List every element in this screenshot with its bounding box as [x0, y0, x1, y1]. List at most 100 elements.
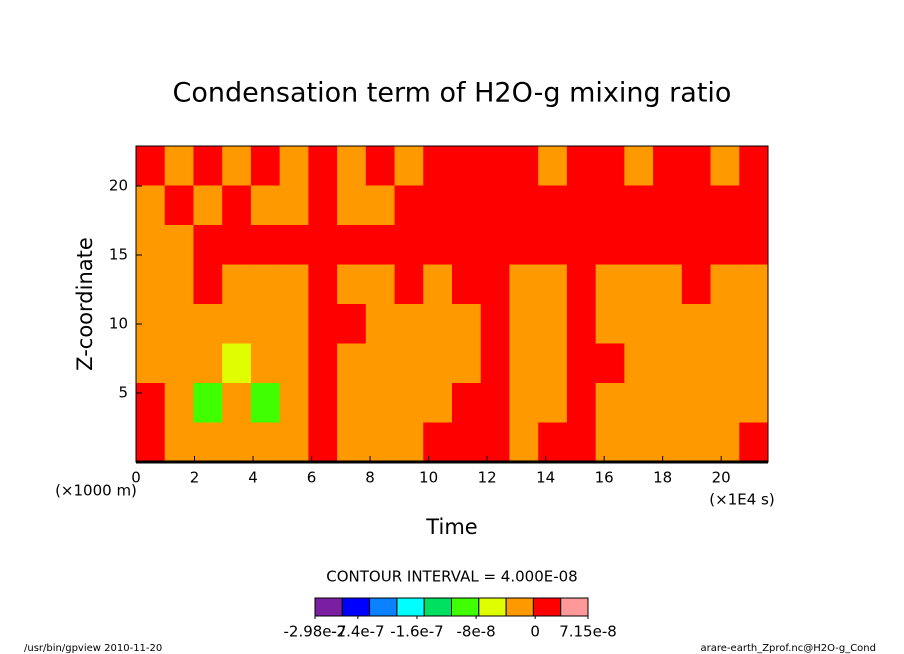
y-tick-label: 10 — [109, 315, 128, 333]
contour-cell — [624, 422, 654, 463]
contour-cell — [337, 225, 367, 265]
contour-cell — [595, 146, 625, 186]
contour-cell — [164, 146, 194, 186]
contour-cell — [365, 383, 396, 423]
contour-cell — [136, 264, 166, 305]
contour-cell — [394, 383, 424, 423]
contour-cell — [509, 343, 539, 384]
contour-cell — [509, 146, 539, 186]
contour-cell — [710, 343, 740, 384]
contour-cell — [279, 264, 309, 305]
contour-cell — [480, 225, 510, 265]
contour-cell — [164, 422, 194, 463]
contour-cell — [739, 264, 769, 305]
contour-cell — [394, 304, 424, 344]
colorbar-box — [369, 597, 398, 617]
contour-cell — [308, 343, 338, 384]
contour-cell — [279, 383, 309, 423]
colorbar-box — [396, 597, 425, 617]
contour-cell — [538, 422, 568, 463]
x-tick-label: 0 — [131, 469, 141, 487]
contour-cell — [423, 304, 453, 344]
contour-cell — [222, 422, 252, 463]
contour-cell — [624, 264, 654, 305]
contour-cell — [222, 225, 252, 265]
contour-cell — [452, 264, 482, 305]
contour-cell — [595, 422, 625, 463]
contour-cell — [452, 185, 482, 226]
contour-cell — [509, 304, 539, 344]
contour-cell — [739, 343, 769, 384]
contour-cell — [566, 304, 597, 344]
contour-cell — [365, 185, 396, 226]
contour-cell — [681, 146, 712, 186]
x-tick-label: 12 — [478, 469, 497, 487]
y-tick-label: 15 — [109, 246, 128, 264]
colorbar-box — [423, 597, 453, 617]
contour-cell — [566, 343, 597, 384]
contour-cell — [365, 264, 396, 305]
contour-cell — [136, 185, 166, 226]
contour-cell — [423, 146, 453, 186]
contour-cell — [624, 343, 654, 384]
x-axis-title: Time — [425, 515, 477, 539]
contour-cell — [337, 304, 367, 344]
colorbar-tick-label: -2.98e-7 — [284, 623, 347, 641]
x-tick-label: 2 — [190, 469, 200, 487]
contour-cell — [681, 422, 712, 463]
contour-cell — [308, 225, 338, 265]
contour-cell — [193, 422, 223, 463]
contour-cell — [193, 383, 223, 423]
contour-cell — [452, 304, 482, 344]
contour-cell — [653, 225, 683, 265]
colorbar-box — [560, 597, 589, 617]
contour-cell — [365, 225, 396, 265]
colorbar-box — [451, 597, 480, 617]
contour-cell — [279, 422, 309, 463]
contour-cell — [308, 146, 338, 186]
contour-cell — [538, 343, 568, 384]
contour-cell — [653, 185, 683, 226]
colorbar-tick-label: -2.4e-7 — [331, 623, 384, 641]
colorbar-box — [478, 597, 507, 617]
contour-cell — [193, 264, 223, 305]
x-tick-label: 6 — [307, 469, 317, 487]
contour-cell — [452, 225, 482, 265]
contour-cell — [681, 383, 712, 423]
contour-cell — [624, 383, 654, 423]
contour-cell — [136, 225, 166, 265]
colorbar-box — [341, 597, 371, 617]
contour-cell — [739, 146, 769, 186]
contour-cell — [337, 264, 367, 305]
contour-cell — [365, 304, 396, 344]
contour-cell — [710, 185, 740, 226]
contour-cell — [739, 304, 769, 344]
colorbar-box — [532, 597, 562, 617]
contour-cell — [538, 264, 568, 305]
contour-cell — [509, 422, 539, 463]
contour-cell — [337, 343, 367, 384]
contour-cell — [365, 146, 396, 186]
contour-cell — [681, 304, 712, 344]
contour-cell — [279, 146, 309, 186]
contour-cell — [595, 304, 625, 344]
contour-cell — [710, 304, 740, 344]
colorbar-box — [314, 597, 343, 617]
contour-cell — [365, 343, 396, 384]
contour-cell — [595, 225, 625, 265]
contour-cell — [394, 146, 424, 186]
colorbar-tick-label: -8e-8 — [456, 623, 495, 641]
contour-cell — [595, 383, 625, 423]
x-tick-label: 10 — [419, 469, 438, 487]
contour-cell — [681, 264, 712, 305]
contour-cell — [566, 185, 597, 226]
contour-cell — [423, 185, 453, 226]
colorbar-tick-label: -1.6e-7 — [390, 623, 443, 641]
contour-cell — [653, 383, 683, 423]
contour-cell — [394, 225, 424, 265]
contour-cell — [308, 304, 338, 344]
contour-cell — [624, 185, 654, 226]
contour-cell — [394, 422, 424, 463]
contour-cell — [136, 343, 166, 384]
